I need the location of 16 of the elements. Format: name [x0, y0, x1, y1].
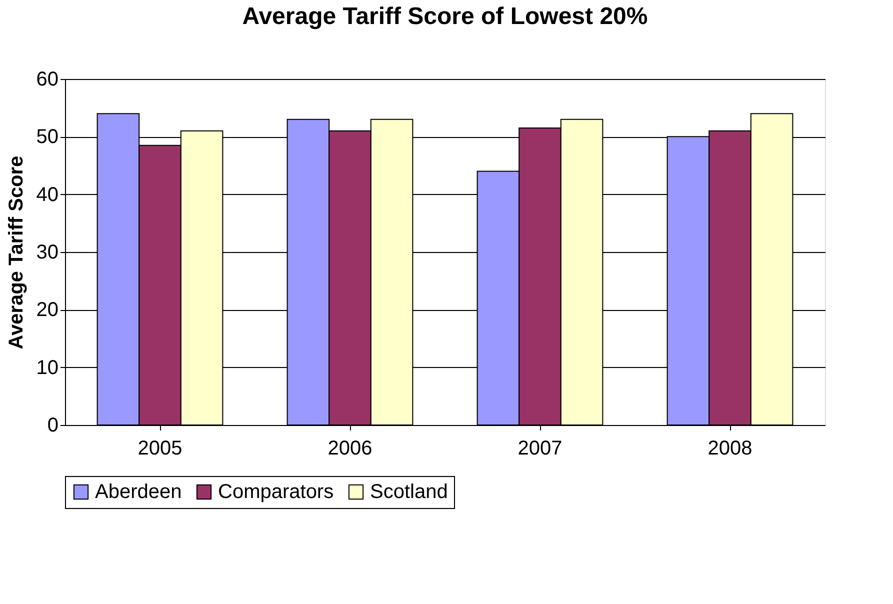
y-tick-label: 40: [36, 184, 58, 206]
y-tick-label: 20: [36, 299, 58, 322]
legend-label: Comparators: [218, 481, 334, 503]
legend-label: Aberdeen: [95, 481, 182, 503]
y-tick-label: 10: [36, 356, 58, 379]
legend-label: Scotland: [370, 481, 448, 503]
y-tick-label: 30: [36, 242, 58, 264]
x-tick-label: 2008: [708, 438, 752, 460]
y-tick-label: 60: [36, 68, 58, 90]
chart-title: Average Tariff Score of Lowest 20%: [242, 3, 648, 30]
y-axis-title: Average Tariff Score: [5, 156, 28, 350]
x-tick-label: 2006: [328, 438, 372, 460]
y-tick-label: 0: [47, 414, 58, 436]
x-tick-label: 2007: [518, 438, 562, 460]
y-tick-label: 50: [36, 126, 58, 148]
x-tick-label: 2005: [138, 438, 182, 460]
